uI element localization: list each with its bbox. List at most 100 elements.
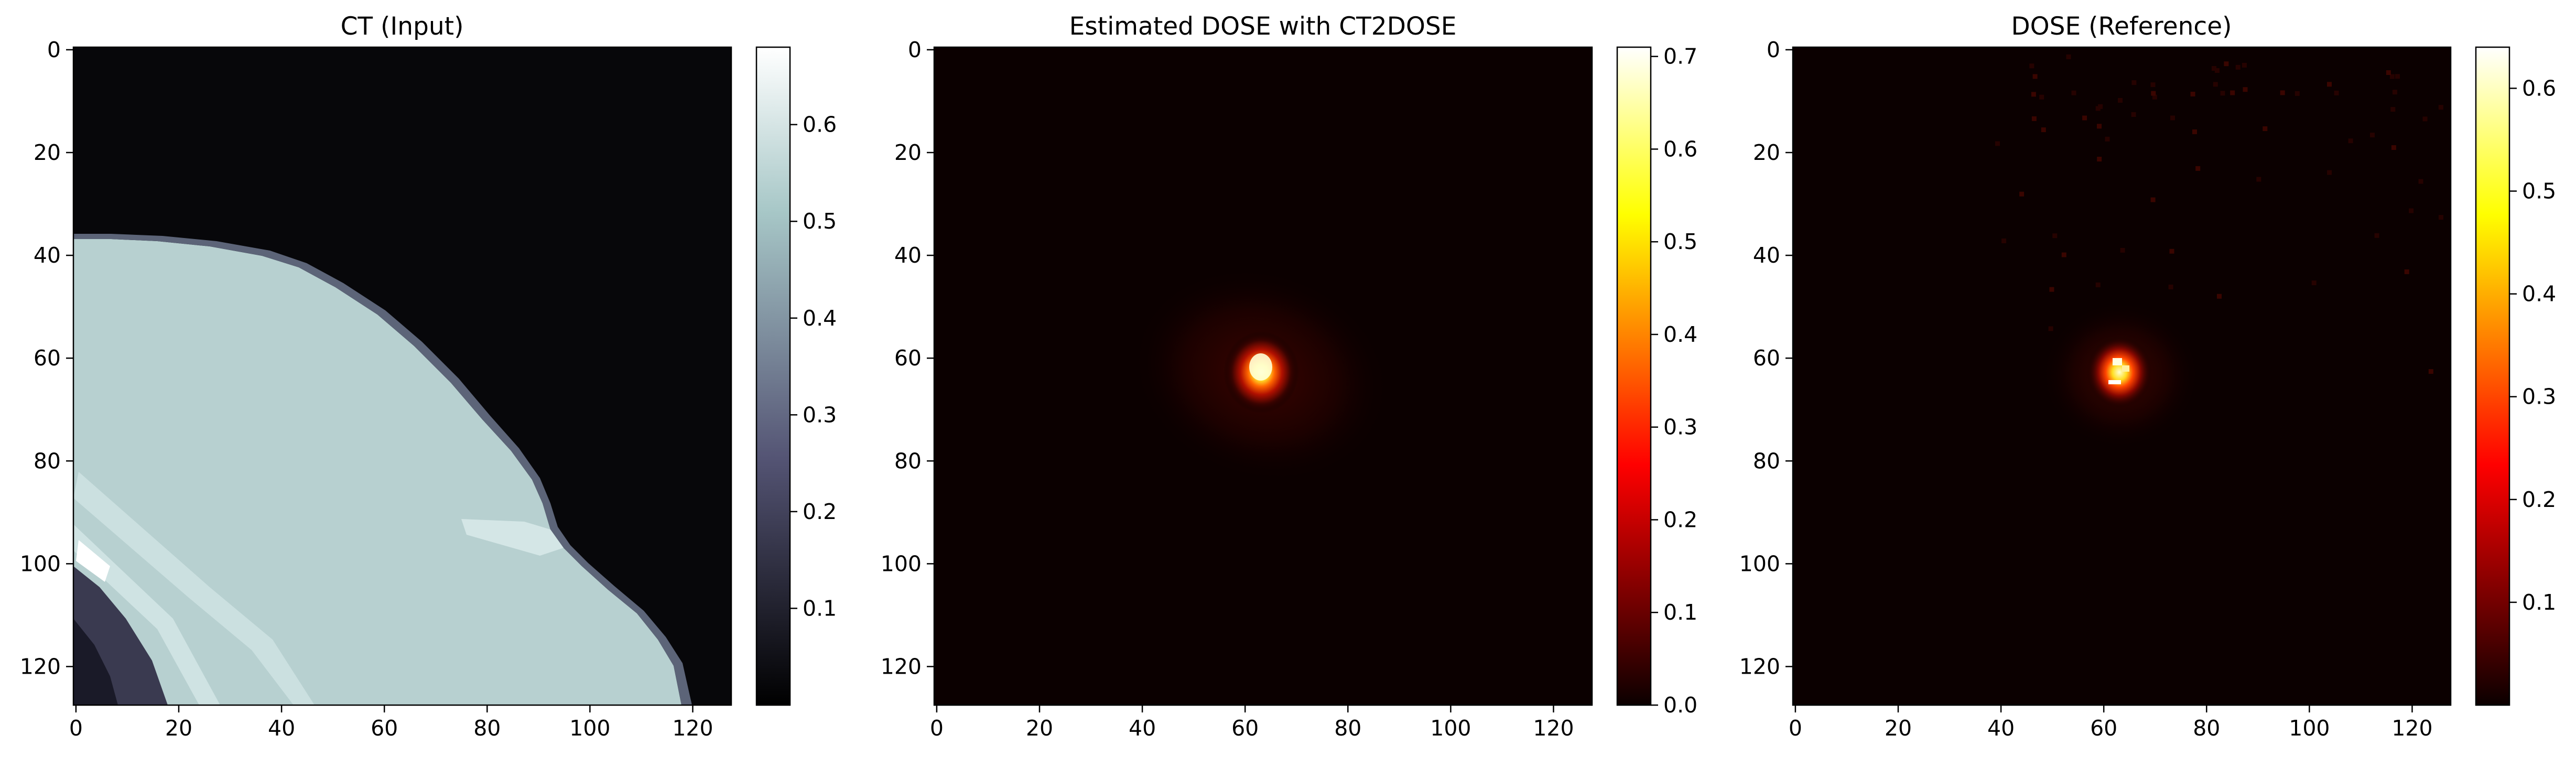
colorbar-tick-label: 0.1: [803, 596, 837, 621]
y-tick-label: 60: [34, 345, 61, 371]
ct-image: [73, 47, 731, 705]
panel-3-title: DOSE (Reference): [2011, 12, 2232, 41]
colorbar-tick-label: 0.1: [2522, 590, 2556, 615]
noise-pixel: [2235, 64, 2241, 70]
noise-pixel: [2097, 157, 2102, 161]
noise-pixel: [2422, 116, 2428, 122]
x-tick-label: 0: [1789, 716, 1802, 741]
noise-pixel: [2082, 115, 2087, 121]
noise-pixel: [2041, 127, 2046, 133]
noise-pixel: [2390, 107, 2396, 112]
colorbar-tick-label: 0.6: [803, 112, 837, 137]
x-tick-label: 60: [2090, 716, 2117, 741]
noise-pixel: [2031, 116, 2037, 121]
panel-3-colorbar-ticks: 0.1 0.2 0.3 0.4 0.5 0.6: [2509, 75, 2556, 615]
colorbar-tick-label: 0.1: [1663, 600, 1697, 625]
noise-pixel: [2168, 284, 2173, 289]
colorbar-tick-label: 0.7: [1663, 44, 1697, 69]
panel-2-axis-ticks: 0 20 40 60 80 100 120 0 20 40 60 80 100 120: [881, 37, 1574, 741]
panel-2-colorbar-ticks: 0.0 0.1 0.2 0.3 0.4 0.5 0.6 0.7: [1651, 44, 1697, 718]
noise-pixel: [2151, 91, 2156, 96]
noise-pixel: [2374, 233, 2379, 238]
x-tick-label: 20: [165, 716, 192, 741]
noise-pixel: [2097, 124, 2102, 129]
noise-pixel: [2169, 248, 2174, 254]
y-tick-label: 60: [1753, 345, 1780, 371]
x-tick-label: 80: [473, 716, 501, 741]
noise-pixel: [2032, 74, 2038, 79]
y-tick-label: 120: [1739, 654, 1780, 679]
x-tick-label: 60: [1231, 716, 1259, 741]
panel-1-colorbar: [756, 47, 790, 705]
noise-pixel: [2243, 87, 2248, 92]
x-tick-label: 40: [268, 716, 295, 741]
colorbar-tick-label: 0.4: [1663, 322, 1697, 347]
colorbar-tick-label: 0.5: [2522, 179, 2556, 204]
noise-pixel: [2389, 74, 2395, 79]
noise-pixel: [2418, 179, 2423, 184]
noise-pixel: [2150, 82, 2156, 88]
noise-pixel: [2230, 90, 2235, 95]
x-tick-label: 120: [672, 716, 713, 741]
noise-pixel: [2242, 62, 2247, 68]
noise-pixel: [2152, 94, 2157, 100]
noise-pixel: [2052, 233, 2058, 239]
noise-pixel: [2031, 92, 2036, 97]
y-tick-label: 40: [34, 243, 61, 268]
y-tick-label: 0: [47, 37, 61, 62]
y-tick-label: 0: [908, 37, 922, 62]
noise-pixel: [2392, 90, 2397, 95]
colorbar-tick-label: 0.6: [1663, 136, 1697, 161]
y-tick-label: 120: [881, 654, 922, 679]
x-tick-label: 0: [930, 716, 944, 741]
colorbar-tick-label: 0.5: [803, 209, 837, 234]
noise-pixel: [2190, 92, 2195, 96]
y-tick-label: 20: [1753, 140, 1780, 165]
colorbar-tick-label: 0.3: [2522, 384, 2556, 409]
noise-pixel: [2039, 94, 2044, 100]
x-tick-label: 120: [2391, 716, 2432, 741]
noise-pixel: [2001, 239, 2007, 243]
colorbar-tick-label: 0.2: [803, 499, 837, 524]
x-tick-label: 80: [1334, 716, 1361, 741]
noise-pixel: [2391, 145, 2396, 150]
noise-pixel: [2019, 191, 2025, 197]
colorbar-tick-label: 0.2: [2522, 487, 2556, 512]
colorbar-tick-label: 0.3: [803, 402, 837, 427]
noise-pixel: [2071, 90, 2076, 95]
noise-pixel: [2105, 136, 2110, 142]
noise-pixel: [2066, 54, 2071, 59]
x-tick-label: 20: [1026, 716, 1053, 741]
noise-pixel: [2095, 106, 2101, 111]
noise-pixel: [2327, 170, 2332, 175]
x-tick-label: 100: [2289, 716, 2330, 741]
noise-pixel: [2224, 61, 2229, 67]
x-tick-label: 100: [1430, 716, 1471, 741]
noise-pixel: [2311, 280, 2317, 286]
noise-pixel: [2280, 90, 2285, 95]
noise-pixel: [2214, 68, 2220, 73]
noise-pixel: [2395, 74, 2400, 79]
colorbar-tick-label: 0.0: [1663, 693, 1697, 718]
panel-ct-input: CT (Input) 0 20 40 60 80 100 120 0 20 40 60 80 100 12…: [20, 12, 837, 741]
y-tick-label: 80: [894, 448, 922, 473]
panel-2-title: Estimated DOSE with CT2DOSE: [1069, 12, 1457, 41]
x-tick-label: 40: [1987, 716, 2015, 741]
x-tick-label: 80: [2193, 716, 2220, 741]
noise-pixel: [2131, 112, 2136, 117]
y-tick-label: 100: [881, 551, 922, 576]
noise-pixel: [2029, 63, 2034, 69]
noise-pixel: [2409, 208, 2414, 213]
x-tick-label: 40: [1129, 716, 1156, 741]
noise-pixel: [2170, 115, 2175, 121]
y-tick-label: 20: [34, 140, 61, 165]
noise-pixel: [2048, 326, 2053, 331]
panel-3-colorbar: [2476, 47, 2509, 705]
colorbar-tick-label: 0.2: [1663, 507, 1697, 532]
y-tick-label: 100: [20, 551, 61, 576]
noise-pixel: [2428, 369, 2433, 374]
x-tick-label: 100: [569, 716, 610, 741]
noise-pixel: [2195, 166, 2201, 171]
noise-pixel: [2118, 98, 2123, 103]
